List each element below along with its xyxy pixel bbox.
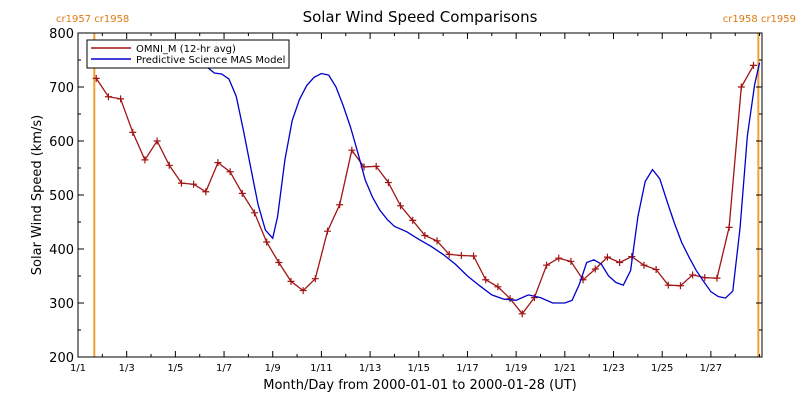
x-axis-label: Month/Day from 2000-01-01 to 2000-01-28 … bbox=[263, 378, 576, 393]
y-tick-label: 400 bbox=[49, 243, 74, 258]
data-point bbox=[299, 287, 307, 295]
data-point bbox=[117, 95, 125, 103]
data-point bbox=[409, 216, 417, 224]
x-tick-label: 1/1 bbox=[70, 363, 86, 374]
data-point bbox=[287, 277, 295, 285]
data-point bbox=[384, 179, 392, 187]
data-point bbox=[226, 168, 234, 176]
data-point bbox=[421, 232, 429, 239]
data-point bbox=[530, 294, 538, 302]
data-point bbox=[129, 128, 137, 136]
data-point bbox=[652, 266, 660, 274]
data-point bbox=[689, 271, 697, 279]
x-tick-label: 1/5 bbox=[167, 363, 183, 374]
data-point bbox=[263, 238, 271, 246]
data-point bbox=[275, 259, 283, 266]
x-tick-label: 1/7 bbox=[216, 363, 232, 374]
data-point bbox=[603, 253, 611, 261]
data-point bbox=[555, 254, 563, 262]
y-tick-label: 600 bbox=[49, 135, 74, 150]
data-point bbox=[190, 180, 198, 188]
data-point bbox=[104, 93, 112, 101]
x-tick-label: 1/13 bbox=[359, 363, 381, 374]
carrington-label: cr1958 cr1959 bbox=[723, 14, 796, 25]
data-point bbox=[397, 202, 405, 210]
x-tick-label: 1/25 bbox=[651, 363, 673, 374]
y-tick-label: 700 bbox=[49, 81, 74, 96]
data-point bbox=[324, 227, 332, 235]
series-layer bbox=[92, 54, 761, 318]
data-point bbox=[153, 137, 161, 145]
data-point bbox=[457, 251, 465, 259]
data-point bbox=[567, 257, 575, 265]
data-point bbox=[506, 295, 514, 303]
axes: 200 300 400 500 600 700 800 1/1 1/3 1/5 1/7 1/9 1/11… bbox=[49, 27, 763, 374]
data-point bbox=[518, 310, 526, 318]
x-tick-label: 1/11 bbox=[310, 363, 332, 374]
x-tick-label: 1/27 bbox=[700, 363, 722, 374]
data-point bbox=[591, 265, 599, 273]
data-point bbox=[737, 83, 745, 91]
legend: OMNI_M (12-hr avg)Predictive Science MAS… bbox=[86, 39, 290, 69]
chart-title: Solar Wind Speed Comparisons bbox=[303, 8, 538, 26]
data-point bbox=[141, 156, 149, 164]
series-line bbox=[92, 54, 761, 304]
y-tick-label: 500 bbox=[49, 189, 74, 204]
data-point bbox=[177, 179, 185, 187]
legend-label: OMNI_M (12-hr avg) bbox=[136, 44, 236, 55]
data-point bbox=[202, 188, 210, 196]
x-tick-label: 1/17 bbox=[456, 363, 478, 374]
data-point bbox=[640, 261, 648, 269]
data-point bbox=[701, 274, 709, 282]
plot-frame bbox=[77, 32, 763, 358]
data-point bbox=[676, 282, 684, 290]
x-tick-label: 1/15 bbox=[408, 363, 430, 374]
y-tick-label: 800 bbox=[49, 27, 74, 42]
data-point bbox=[336, 201, 344, 209]
data-point bbox=[238, 189, 246, 197]
carrington-label: cr1957 cr1958 bbox=[56, 14, 129, 25]
data-point bbox=[713, 274, 721, 282]
data-point bbox=[543, 261, 551, 269]
data-point bbox=[664, 281, 672, 289]
legend-box bbox=[86, 39, 290, 69]
x-tick-label: 1/21 bbox=[554, 363, 576, 374]
data-point bbox=[433, 237, 441, 245]
y-tick-label: 200 bbox=[49, 351, 74, 366]
data-point bbox=[311, 275, 319, 283]
data-point bbox=[165, 161, 173, 169]
data-point bbox=[348, 146, 356, 154]
x-tick-label: 1/3 bbox=[119, 363, 135, 374]
data-point bbox=[445, 250, 453, 258]
x-tick-label: 1/9 bbox=[265, 363, 281, 374]
data-point bbox=[372, 162, 380, 170]
data-point bbox=[725, 223, 733, 231]
data-point bbox=[214, 159, 222, 167]
data-point bbox=[470, 252, 478, 260]
data-point bbox=[250, 209, 258, 217]
series-line bbox=[95, 65, 755, 315]
x-tick-label: 1/19 bbox=[505, 363, 527, 374]
data-point bbox=[482, 276, 490, 284]
data-point bbox=[616, 259, 624, 266]
legend-label: Predictive Science MAS Model bbox=[136, 55, 285, 66]
y-axis-label: Solar Wind Speed (km/s) bbox=[30, 115, 45, 275]
data-point bbox=[494, 283, 502, 291]
y-tick-label: 300 bbox=[49, 297, 74, 312]
x-tick-label: 1/23 bbox=[602, 363, 624, 374]
data-point bbox=[749, 61, 757, 69]
data-point bbox=[92, 74, 100, 82]
